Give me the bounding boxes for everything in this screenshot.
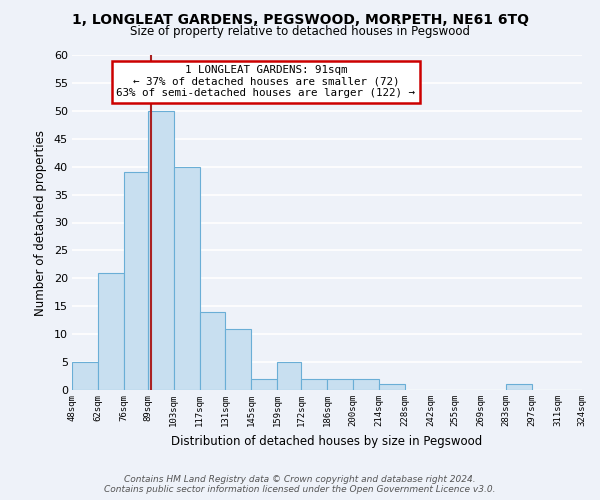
Text: Contains HM Land Registry data © Crown copyright and database right 2024.
Contai: Contains HM Land Registry data © Crown c… [104,474,496,494]
Text: 1 LONGLEAT GARDENS: 91sqm  
← 37% of detached houses are smaller (72)
63% of sem: 1 LONGLEAT GARDENS: 91sqm ← 37% of detac… [116,65,415,98]
X-axis label: Distribution of detached houses by size in Pegswood: Distribution of detached houses by size … [172,435,482,448]
Bar [379,384,404,390]
Bar [124,172,148,390]
Bar [226,328,251,390]
Bar [148,111,173,390]
Text: 1, LONGLEAT GARDENS, PEGSWOOD, MORPETH, NE61 6TQ: 1, LONGLEAT GARDENS, PEGSWOOD, MORPETH, … [71,12,529,26]
Text: Size of property relative to detached houses in Pegswood: Size of property relative to detached ho… [130,25,470,38]
Bar [173,166,199,390]
Bar [506,384,532,390]
Bar [72,362,98,390]
Bar [277,362,301,390]
Y-axis label: Number of detached properties: Number of detached properties [34,130,47,316]
Bar [353,379,379,390]
Bar [251,379,277,390]
Bar [199,312,226,390]
Bar [327,379,353,390]
Bar [301,379,327,390]
Bar [98,273,124,390]
